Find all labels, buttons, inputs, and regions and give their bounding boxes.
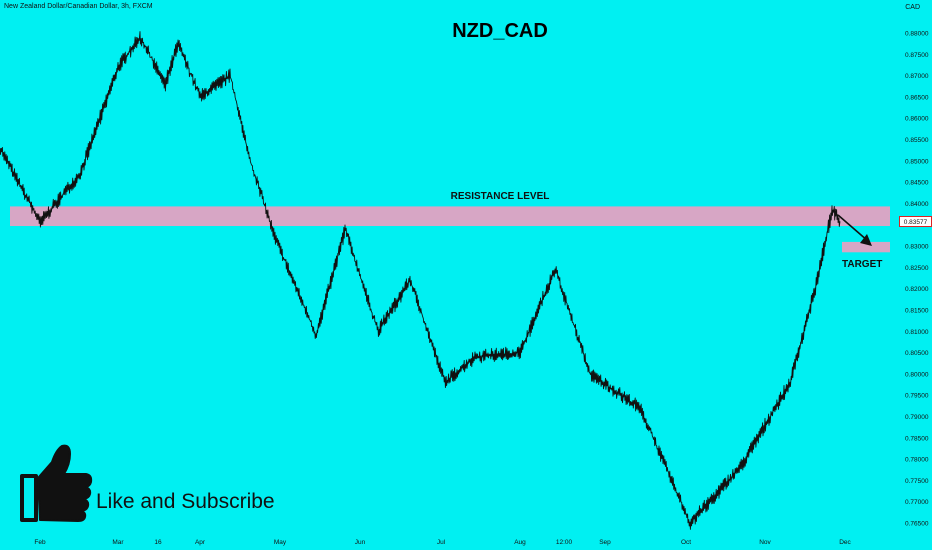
currency-label: CAD: [905, 4, 920, 11]
x-tick-label: Oct: [681, 539, 691, 546]
y-tick-label: 0.79000: [905, 414, 929, 421]
x-tick-label: Sep: [599, 539, 611, 546]
y-tick-label: 0.85500: [905, 137, 929, 144]
y-tick-label: 0.77500: [905, 478, 929, 485]
y-tick-label: 0.82500: [905, 265, 929, 272]
y-tick-label: 0.88000: [905, 31, 929, 38]
y-tick-label: 0.80000: [905, 371, 929, 378]
y-tick-label: 0.87500: [905, 52, 929, 59]
y-tick-label: 0.85000: [905, 158, 929, 165]
y-tick-label: 0.76500: [905, 521, 929, 528]
like-and-subscribe-text: Like and Subscribe: [96, 490, 275, 513]
y-tick-label: 0.78500: [905, 435, 929, 442]
x-tick-label: Aug: [514, 539, 526, 546]
x-tick-label: Mar: [112, 539, 124, 546]
resistance-label: RESISTANCE LEVEL: [450, 191, 550, 202]
y-tick-label: 0.86000: [905, 116, 929, 123]
symbol-info: New Zealand Dollar/Canadian Dollar, 3h, …: [4, 3, 153, 10]
y-tick-label: 0.87000: [905, 73, 929, 80]
thumbs-up-icon: [20, 444, 93, 522]
y-tick-label: 0.77000: [905, 499, 929, 506]
price-series: [0, 31, 841, 530]
x-tick-label: 16: [154, 539, 162, 546]
target-arrow-head: [860, 234, 872, 246]
last-price-tag: 0.83577: [899, 216, 932, 227]
y-tick-label: 0.84500: [905, 180, 929, 187]
resistance-zone: [10, 206, 890, 227]
y-tick-label: 0.84000: [905, 201, 929, 208]
target-zone: [842, 241, 890, 253]
x-tick-label: May: [274, 539, 287, 546]
x-tick-label: 12:00: [556, 539, 573, 546]
x-tick-label: Jul: [437, 539, 446, 546]
y-tick-label: 0.80500: [905, 350, 929, 357]
target-label: TARGET: [842, 259, 883, 270]
y-tick-label: 0.81500: [905, 308, 929, 315]
x-tick-label: Apr: [195, 539, 206, 546]
y-tick-label: 0.83000: [905, 244, 929, 251]
y-tick-label: 0.81000: [905, 329, 929, 336]
target-arrow-line: [837, 214, 869, 242]
chart-title: NZD_CAD: [452, 20, 548, 42]
x-tick-label: Dec: [839, 539, 851, 546]
y-tick-label: 0.82000: [905, 286, 929, 293]
y-tick-label: 0.78000: [905, 457, 929, 464]
x-tick-label: Feb: [34, 539, 46, 546]
x-tick-label: Nov: [759, 539, 771, 546]
x-tick-label: Jun: [355, 539, 366, 546]
y-tick-label: 0.86500: [905, 94, 929, 101]
y-tick-label: 0.79500: [905, 393, 929, 400]
